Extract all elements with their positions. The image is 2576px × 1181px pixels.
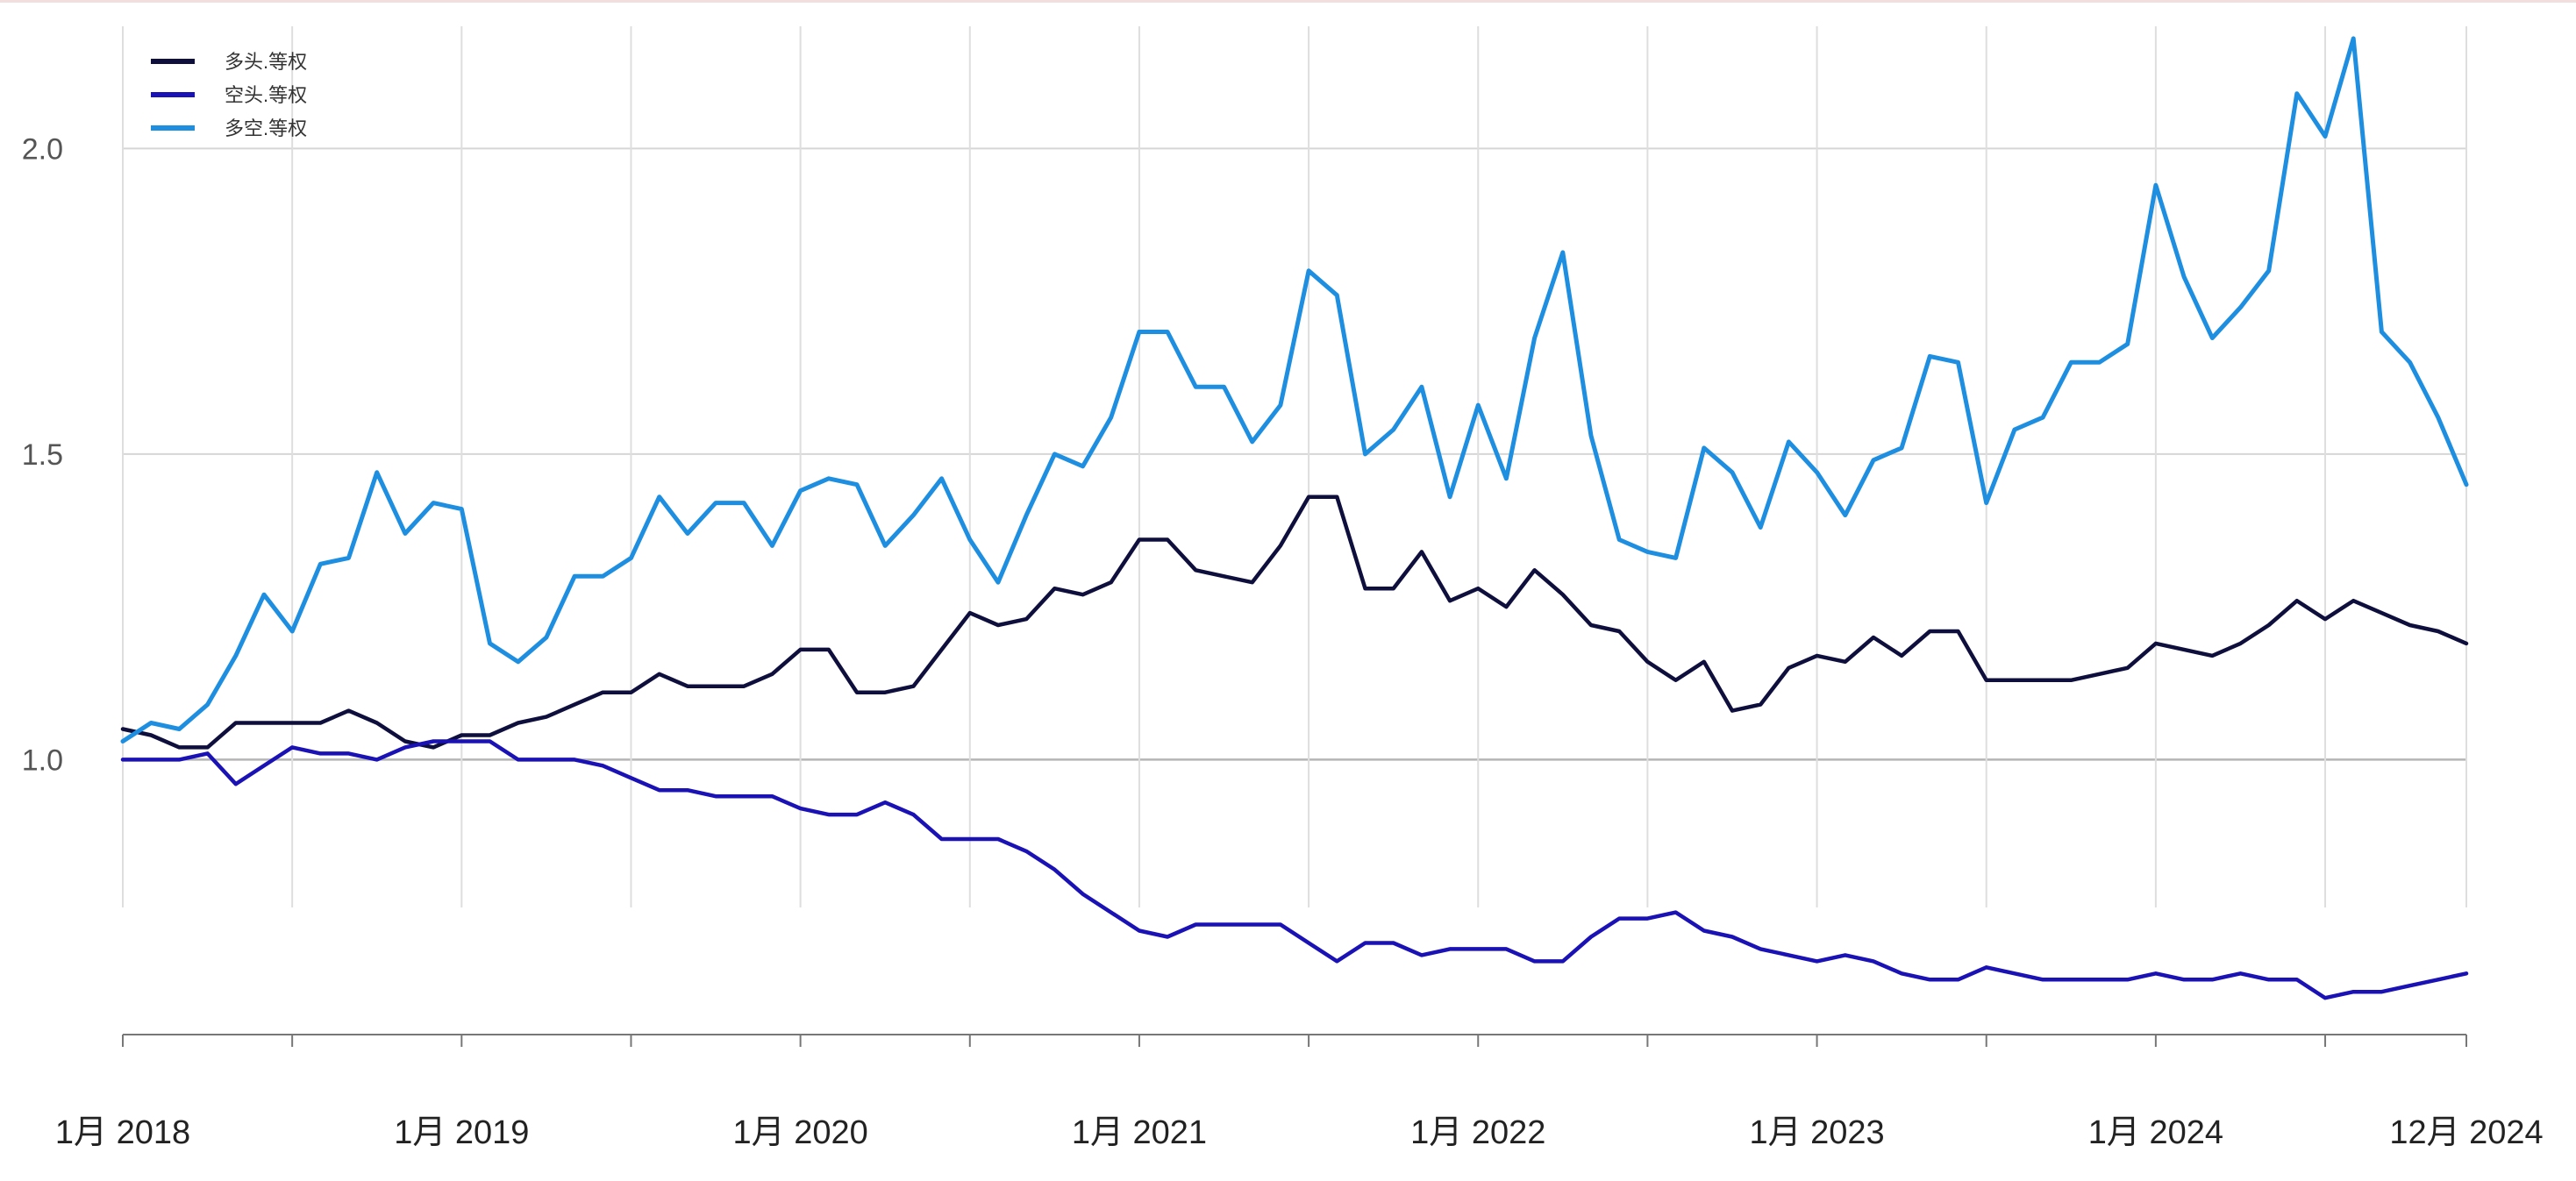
legend-label: 空头.等权 — [225, 84, 307, 106]
x-tick-label: 1月 2018 — [55, 1114, 190, 1151]
series-line-3 — [120, 36, 2469, 743]
x-tick-label: 1月 2019 — [394, 1114, 529, 1151]
top-border — [0, 0, 2576, 3]
series-line-1 — [120, 494, 2469, 750]
legend-label: 多空.等权 — [225, 117, 307, 139]
x-tick-label: 12月 2024 — [2389, 1114, 2543, 1151]
x-tick-label: 1月 2021 — [1072, 1114, 1207, 1151]
grid-layer — [122, 26, 2467, 907]
x-tick-label: 1月 2020 — [733, 1114, 868, 1151]
series-line-2 — [120, 739, 2469, 1000]
y-tick-label: 1.5 — [22, 438, 63, 472]
tick-labels: 1.0 1.5 2.0 1月 2018 1月 2019 1月 2020 1月 2021 1月 … — [22, 132, 2544, 1151]
series-layer — [120, 36, 2469, 1000]
y-tick-label: 1.0 — [22, 743, 63, 777]
legend-label: 多头.等权 — [225, 51, 307, 73]
x-axis — [122, 1034, 2467, 1047]
x-tick-label: 1月 2024 — [2088, 1114, 2223, 1151]
x-tick-label: 1月 2022 — [1410, 1114, 1545, 1151]
x-tick-label: 1月 2023 — [1749, 1114, 1884, 1151]
y-tick-label: 2.0 — [22, 132, 63, 166]
